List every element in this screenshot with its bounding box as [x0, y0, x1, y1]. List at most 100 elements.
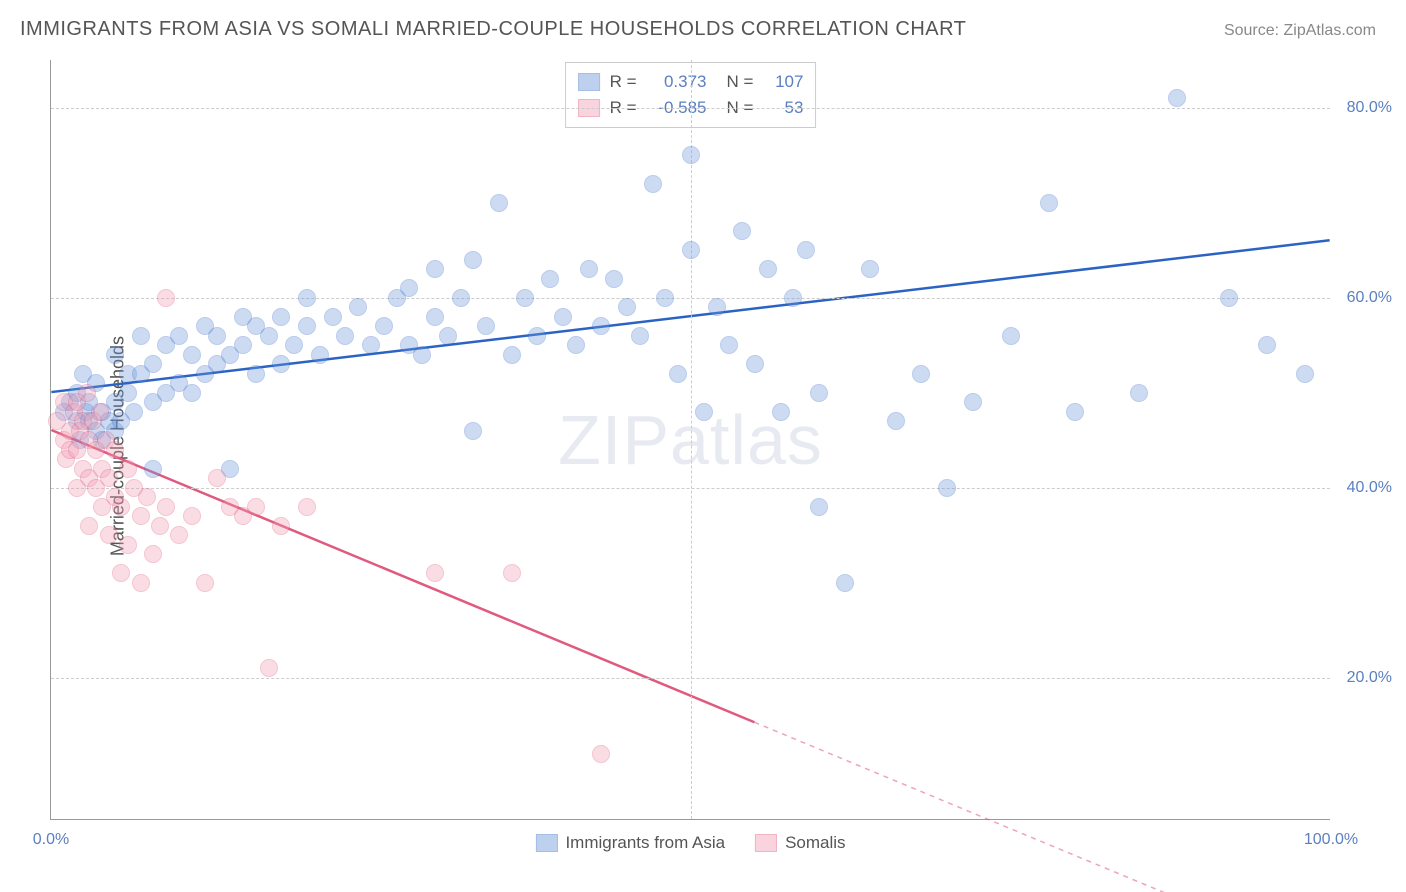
- data-point: [362, 336, 380, 354]
- source-prefix: Source:: [1224, 22, 1284, 39]
- data-point: [938, 479, 956, 497]
- data-point: [1130, 384, 1148, 402]
- data-point: [349, 298, 367, 316]
- data-point: [541, 270, 559, 288]
- data-point: [144, 355, 162, 373]
- data-point: [477, 317, 495, 335]
- data-point: [119, 460, 137, 478]
- data-point: [151, 517, 169, 535]
- data-point: [1258, 336, 1276, 354]
- data-point: [439, 327, 457, 345]
- data-point: [964, 393, 982, 411]
- data-point: [669, 365, 687, 383]
- data-point: [618, 298, 636, 316]
- data-point: [656, 289, 674, 307]
- data-point: [272, 355, 290, 373]
- data-point: [426, 564, 444, 582]
- data-point: [528, 327, 546, 345]
- y-tick-label: 80.0%: [1332, 99, 1392, 117]
- source-label: Source: ZipAtlas.com: [1224, 22, 1376, 40]
- data-point: [298, 498, 316, 516]
- data-point: [183, 507, 201, 525]
- data-point: [912, 365, 930, 383]
- legend-swatch: [755, 834, 777, 852]
- data-point: [298, 317, 316, 335]
- data-point: [247, 498, 265, 516]
- data-point: [196, 574, 214, 592]
- data-point: [138, 488, 156, 506]
- data-point: [605, 270, 623, 288]
- data-point: [208, 469, 226, 487]
- data-point: [733, 222, 751, 240]
- gridline-v: [691, 60, 692, 819]
- y-tick-label: 60.0%: [1332, 289, 1392, 307]
- data-point: [80, 517, 98, 535]
- y-tick-label: 20.0%: [1332, 669, 1392, 687]
- data-point: [170, 327, 188, 345]
- data-point: [208, 327, 226, 345]
- data-point: [592, 317, 610, 335]
- chart-title: IMMIGRANTS FROM ASIA VS SOMALI MARRIED-C…: [20, 18, 966, 41]
- data-point: [157, 289, 175, 307]
- data-point: [106, 346, 124, 364]
- data-point: [272, 517, 290, 535]
- x-tick-label: 100.0%: [1304, 831, 1358, 849]
- data-point: [183, 346, 201, 364]
- data-point: [887, 412, 905, 430]
- legend-n-label: N =: [727, 72, 754, 92]
- data-point: [631, 327, 649, 345]
- data-point: [234, 336, 252, 354]
- data-point: [324, 308, 342, 326]
- data-point: [125, 403, 143, 421]
- data-point: [810, 498, 828, 516]
- data-point: [490, 194, 508, 212]
- data-point: [797, 241, 815, 259]
- plot-area: ZIPatlas R =0.373N =107R =-0.585N =53 Im…: [50, 60, 1330, 820]
- legend-swatch: [535, 834, 557, 852]
- data-point: [567, 336, 585, 354]
- data-point: [91, 403, 109, 421]
- data-point: [247, 365, 265, 383]
- data-point: [311, 346, 329, 364]
- legend-label: Somalis: [785, 833, 845, 853]
- chart-container: IMMIGRANTS FROM ASIA VS SOMALI MARRIED-C…: [0, 0, 1406, 892]
- data-point: [810, 384, 828, 402]
- source-link[interactable]: ZipAtlas.com: [1284, 22, 1376, 39]
- legend-series: Immigrants from Asia Somalis: [535, 833, 845, 853]
- data-point: [592, 745, 610, 763]
- x-tick-label: 0.0%: [33, 831, 69, 849]
- data-point: [413, 346, 431, 364]
- data-point: [1168, 89, 1186, 107]
- data-point: [708, 298, 726, 316]
- data-point: [112, 498, 130, 516]
- data-point: [336, 327, 354, 345]
- legend-swatch: [578, 73, 600, 91]
- legend-item: Immigrants from Asia: [535, 833, 725, 853]
- data-point: [503, 564, 521, 582]
- data-point: [100, 526, 118, 544]
- data-point: [260, 327, 278, 345]
- data-point: [144, 545, 162, 563]
- data-point: [861, 260, 879, 278]
- data-point: [554, 308, 572, 326]
- data-point: [106, 441, 124, 459]
- data-point: [183, 384, 201, 402]
- data-point: [132, 574, 150, 592]
- legend-r-value: 0.373: [647, 72, 707, 92]
- data-point: [746, 355, 764, 373]
- data-point: [112, 564, 130, 582]
- data-point: [1002, 327, 1020, 345]
- data-point: [836, 574, 854, 592]
- data-point: [132, 507, 150, 525]
- data-point: [1296, 365, 1314, 383]
- data-point: [119, 536, 137, 554]
- data-point: [682, 146, 700, 164]
- data-point: [1066, 403, 1084, 421]
- data-point: [298, 289, 316, 307]
- legend-item: Somalis: [755, 833, 845, 853]
- data-point: [132, 327, 150, 345]
- data-point: [1040, 194, 1058, 212]
- data-point: [503, 346, 521, 364]
- data-point: [272, 308, 290, 326]
- data-point: [720, 336, 738, 354]
